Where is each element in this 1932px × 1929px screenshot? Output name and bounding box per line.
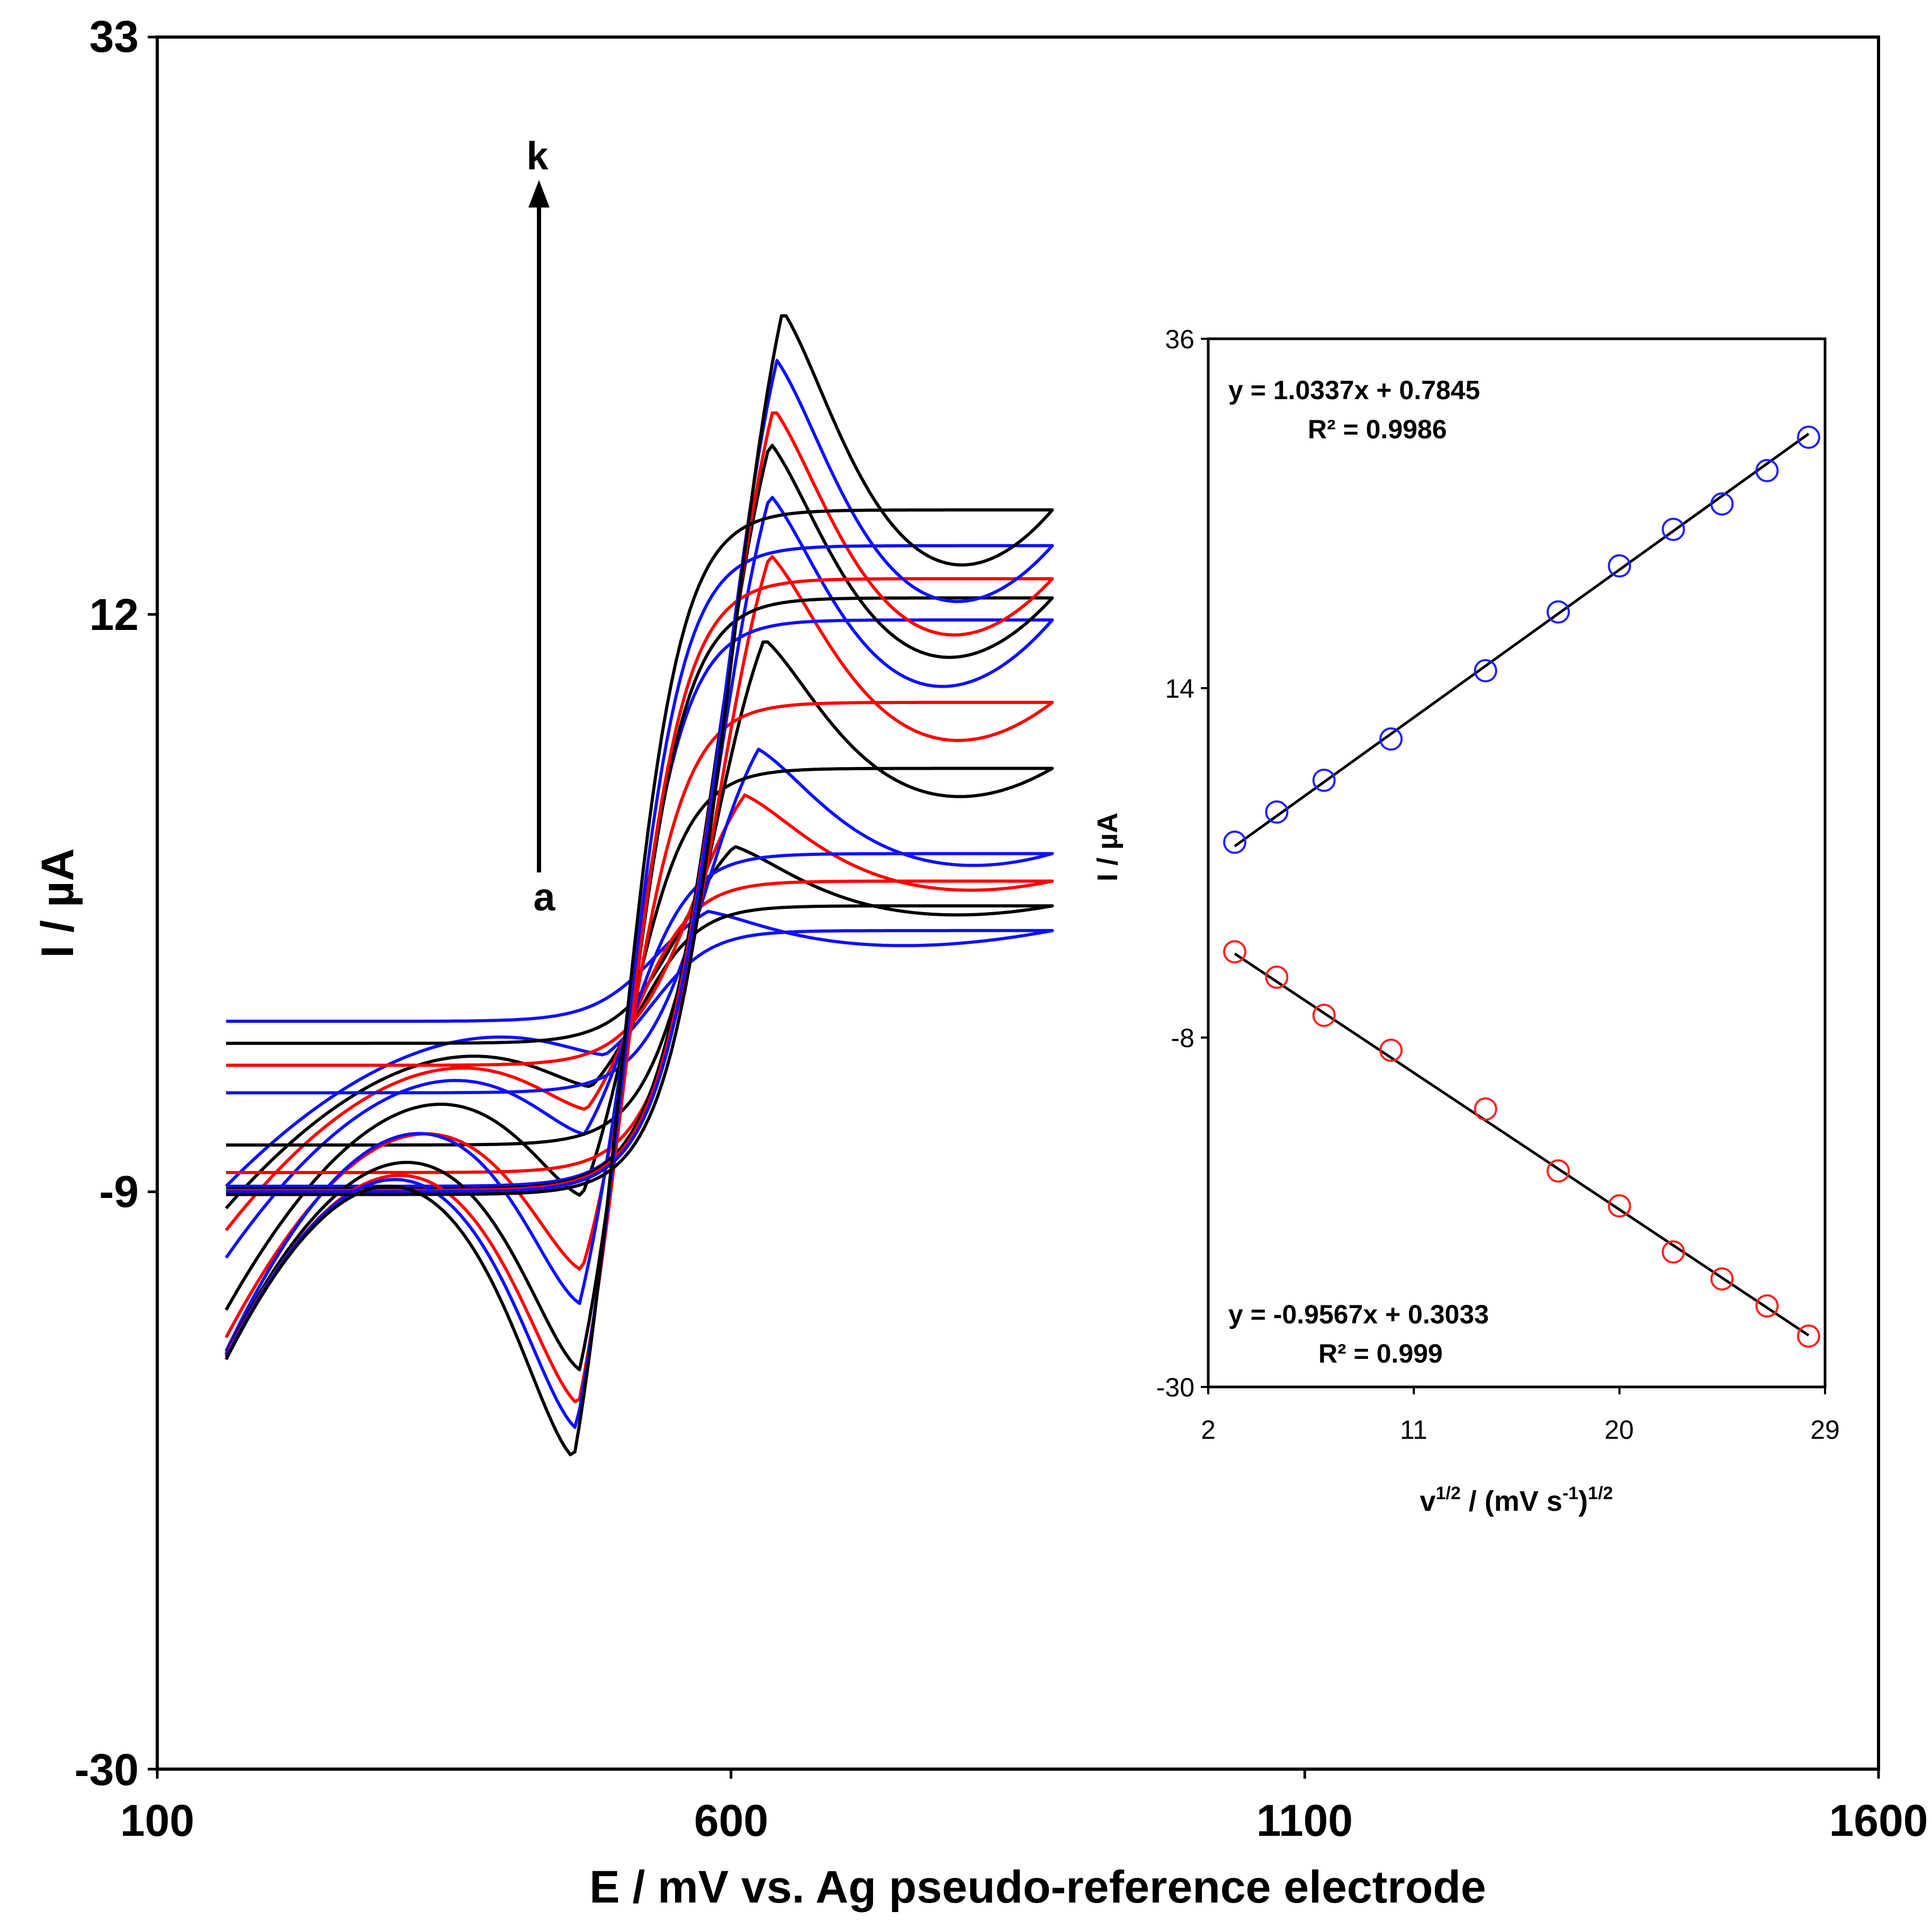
inset-x-tick-label: 2: [1201, 1415, 1216, 1445]
inset-x-tick-label: 11: [1400, 1415, 1427, 1445]
anodic-data-point: [1755, 459, 1779, 482]
inset-plot-frame: [1207, 337, 1827, 1389]
cv-curve-a: [224, 909, 1054, 1188]
main-y-axis-label: I / µA: [32, 848, 83, 958]
cathodic-fit-r2: R² = 0.999: [1318, 1339, 1443, 1368]
anodic-data-point: [1547, 600, 1570, 624]
cathodic-data-point: [1607, 1194, 1631, 1218]
main-ticks: [148, 35, 1880, 1779]
cv-curves: [224, 314, 1054, 1456]
cathodic-data-point: [1547, 1159, 1570, 1183]
cv-curve-b: [224, 845, 1054, 1210]
inset-points: [1223, 426, 1820, 1348]
anodic-fit-equation: y = 1.0337x + 0.7845: [1228, 375, 1480, 405]
cathodic-data-point: [1473, 1097, 1497, 1121]
anodic-fit-line: [1234, 432, 1810, 848]
main-x-tick-label: 100: [120, 1796, 194, 1845]
curve-label-a: a: [533, 875, 555, 919]
cathodic-data-point: [1312, 1004, 1336, 1027]
cv-curve-c: [224, 793, 1054, 1231]
anodic-data-point: [1796, 426, 1820, 449]
cathodic-data-point: [1755, 1294, 1779, 1318]
inset-background: [1208, 339, 1825, 1387]
scan-rate-arrowhead: [528, 180, 550, 208]
anodic-data-point: [1379, 727, 1403, 751]
cathodic-fit-equation: y = -0.9567x + 0.3033: [1228, 1300, 1489, 1329]
main-y-tick-label: 33: [89, 12, 139, 61]
main-plot-frame: [156, 35, 1880, 1771]
inset-y-tick-label: -30: [1156, 1373, 1194, 1402]
cv-curve-d: [224, 747, 1054, 1259]
main-y-tick-label: -9: [99, 1167, 139, 1216]
main-y-tick-label: 12: [89, 590, 139, 639]
cathodic-data-point: [1661, 1240, 1685, 1264]
anodic-data-point: [1473, 659, 1497, 682]
cv-curve-f: [224, 555, 1054, 1339]
main-x-tick-label: 1600: [1829, 1796, 1928, 1845]
inset-chart: 36 14 -8 -30 2 11 20 29 v1/2 / (mV s-1)1…: [1092, 324, 1840, 1517]
curve-label-k: k: [526, 134, 549, 178]
main-x-tick-label: 1100: [1256, 1796, 1353, 1845]
inset-y-axis-label: I / µA: [1092, 813, 1124, 881]
cv-curve-e: [224, 640, 1054, 1311]
anodic-data-point: [1265, 800, 1289, 824]
inset-y-tick-label: 14: [1165, 674, 1194, 704]
cathodic-data-point: [1710, 1267, 1734, 1291]
cathodic-data-point: [1265, 966, 1289, 989]
inset-x-tick-label: 29: [1810, 1415, 1840, 1445]
cv-chart: 33 12 -9 -30 100 600 1100 1600 E / mV vs…: [32, 12, 1928, 1913]
main-y-tick-label: -30: [75, 1745, 139, 1795]
inset-x-tick-label: 20: [1604, 1415, 1634, 1445]
cv-curve-j: [224, 358, 1054, 1429]
anodic-fit-r2: R² = 0.9986: [1308, 414, 1447, 444]
cathodic-data-point: [1223, 940, 1247, 963]
cv-curve-k: [224, 314, 1054, 1456]
cathodic-data-point: [1796, 1324, 1820, 1348]
main-x-tick-label: 600: [694, 1796, 768, 1845]
anodic-data-point: [1607, 554, 1631, 578]
anodic-data-point: [1312, 769, 1336, 792]
anodic-data-point: [1223, 831, 1247, 854]
anodic-data-point: [1710, 492, 1734, 516]
inset-x-axis-label: v1/2 / (mV s-1)1/2: [1420, 1483, 1613, 1517]
main-x-axis-label: E / mV vs. Ag pseudo-reference electrode: [589, 1862, 1486, 1913]
anodic-data-point: [1661, 518, 1685, 541]
cathodic-data-point: [1379, 1039, 1403, 1062]
inset-y-tick-label: 36: [1165, 324, 1194, 354]
inset-y-tick-label: -8: [1171, 1023, 1194, 1053]
